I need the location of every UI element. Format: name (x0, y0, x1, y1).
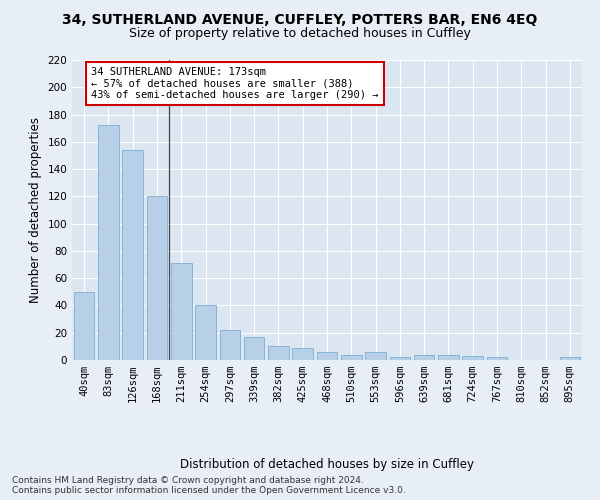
Bar (122, 150, 143, 360)
Text: 34 SUTHERLAND AVENUE: 173sqm
← 57% of detached houses are smaller (388)
43% of s: 34 SUTHERLAND AVENUE: 173sqm ← 57% of de… (91, 67, 379, 100)
Bar (195, 306, 216, 360)
Text: Contains HM Land Registry data © Crown copyright and database right 2024.
Contai: Contains HM Land Registry data © Crown c… (12, 476, 406, 495)
Text: 34, SUTHERLAND AVENUE, CUFFLEY, POTTERS BAR, EN6 4EQ: 34, SUTHERLAND AVENUE, CUFFLEY, POTTERS … (62, 12, 538, 26)
Bar (414, 354, 434, 360)
Bar (341, 354, 362, 360)
Bar (317, 352, 337, 360)
Bar (74, 292, 94, 360)
Bar (98, 126, 119, 360)
X-axis label: Distribution of detached houses by size in Cuffley: Distribution of detached houses by size … (180, 458, 474, 471)
Bar (560, 358, 580, 360)
Bar (292, 348, 313, 360)
Bar (463, 356, 483, 360)
Bar (389, 358, 410, 360)
Y-axis label: Number of detached properties: Number of detached properties (29, 117, 42, 303)
Text: Size of property relative to detached houses in Cuffley: Size of property relative to detached ho… (129, 28, 471, 40)
Bar (365, 352, 386, 360)
Bar (220, 330, 240, 360)
Bar (438, 354, 459, 360)
Bar (487, 358, 508, 360)
Bar (244, 337, 265, 360)
Bar (268, 346, 289, 360)
Bar (146, 196, 167, 360)
Bar (171, 263, 191, 360)
